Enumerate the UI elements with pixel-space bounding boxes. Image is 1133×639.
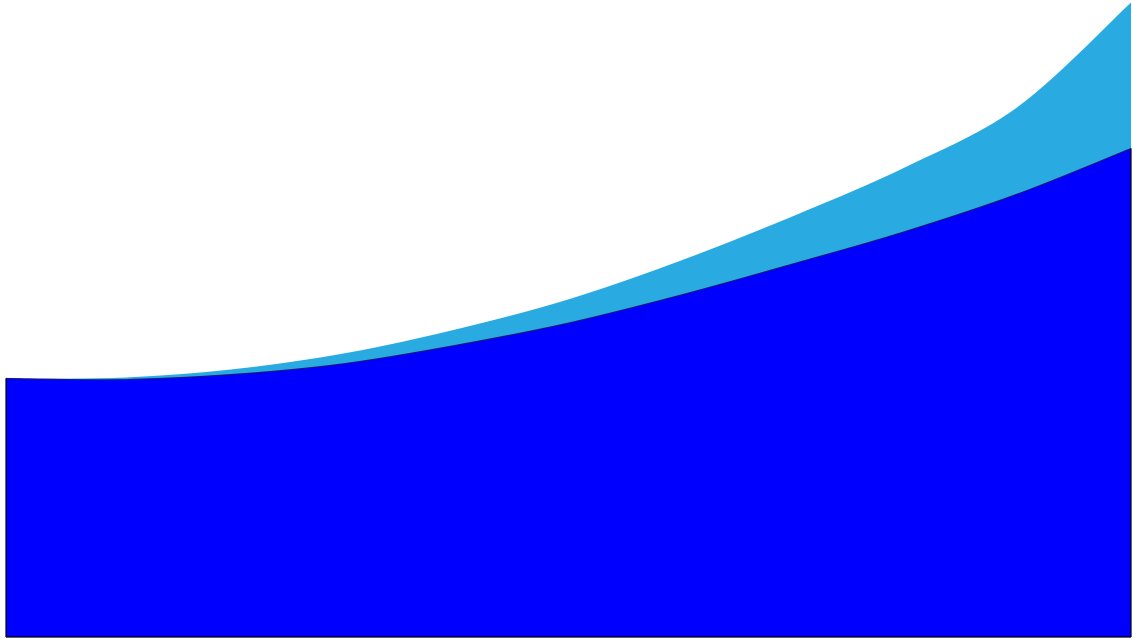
area-series-1: [6, 148, 1131, 638]
area-series-group: [5, 2, 1132, 638]
area-series-1-edge: [5, 147, 1132, 381]
area-series-2: [6, 2, 1131, 380]
plot-frame: [5, 148, 1132, 638]
